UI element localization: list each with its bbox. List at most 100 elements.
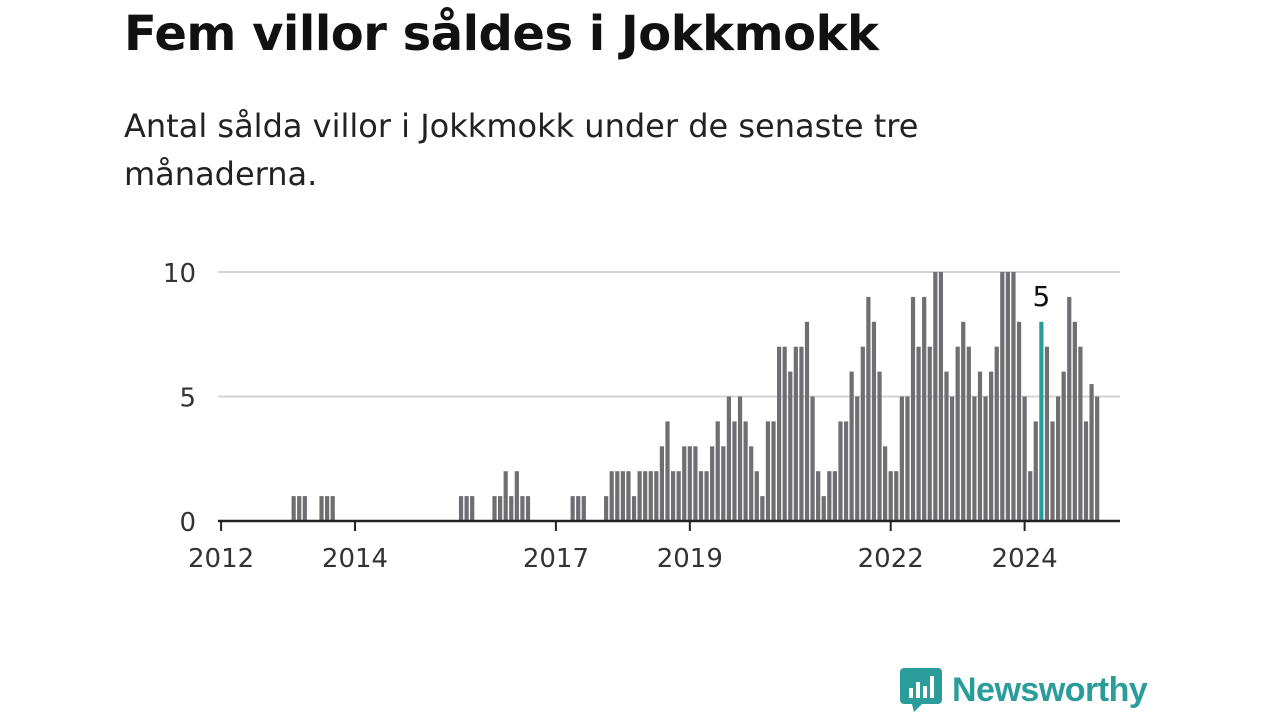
bar	[1095, 396, 1100, 521]
bar	[760, 496, 765, 521]
bar	[581, 496, 586, 521]
bar	[944, 371, 949, 521]
highlight-bar	[1039, 321, 1044, 521]
bar	[977, 371, 983, 521]
bar	[961, 321, 966, 521]
bar	[514, 471, 519, 521]
bar	[492, 496, 497, 521]
bar	[938, 272, 944, 521]
bar	[570, 496, 575, 521]
bar	[1067, 296, 1072, 521]
bar	[525, 496, 531, 521]
bar	[916, 346, 921, 521]
bar-chart: 0 5 10 2012 2014 2017 2019 2022 2024 5	[163, 259, 1120, 574]
bar	[604, 496, 609, 521]
x-tick-label: 2019	[657, 544, 723, 574]
bar	[788, 371, 793, 521]
bar	[810, 396, 815, 521]
bar	[849, 371, 854, 521]
bar	[1033, 421, 1038, 521]
bar	[765, 421, 771, 521]
bar	[866, 296, 871, 521]
bar	[955, 346, 960, 521]
bar	[659, 446, 665, 521]
x-tick-label: 2012	[188, 544, 254, 574]
newsworthy-logo: Newsworthy	[900, 668, 1148, 712]
bar	[782, 346, 787, 521]
highlight-data-label: 5	[1032, 280, 1050, 313]
bar	[905, 396, 910, 521]
bar	[509, 496, 514, 521]
bar	[1016, 321, 1022, 521]
bar	[871, 321, 877, 521]
bar	[631, 496, 637, 521]
bar	[754, 471, 759, 521]
bar	[710, 446, 715, 521]
bar	[737, 396, 743, 521]
x-tick-label: 2022	[858, 544, 924, 574]
bar	[1078, 346, 1083, 521]
brand-name: Newsworthy	[952, 670, 1148, 709]
chart-subtitle: Antal sålda villor i Jokkmokk under de s…	[124, 107, 919, 193]
bar	[1044, 346, 1050, 521]
bar	[1005, 272, 1010, 521]
bar	[989, 371, 994, 521]
bar	[804, 321, 810, 521]
bar	[827, 471, 832, 521]
bar	[643, 471, 648, 521]
bar	[458, 496, 464, 521]
bar	[637, 471, 642, 521]
bar	[793, 346, 798, 521]
bar	[670, 471, 676, 521]
x-tick-label: 2017	[523, 544, 589, 574]
bar	[302, 496, 307, 521]
bar	[325, 496, 330, 521]
bar	[1011, 272, 1016, 521]
bar	[860, 346, 865, 521]
bar	[1050, 421, 1055, 521]
bar	[470, 496, 475, 521]
bar	[1028, 471, 1033, 521]
bar	[855, 396, 860, 521]
bar	[648, 471, 653, 521]
bar	[464, 496, 469, 521]
bar	[620, 471, 625, 521]
bar	[291, 496, 296, 521]
y-tick-label: 10	[163, 259, 196, 289]
bar	[749, 446, 754, 521]
bar	[1056, 396, 1061, 521]
bar	[949, 396, 955, 521]
bar	[994, 346, 999, 521]
bar	[933, 272, 938, 521]
bar	[910, 296, 916, 521]
bar	[715, 421, 720, 521]
bar	[682, 446, 687, 521]
bar	[721, 446, 726, 521]
bar	[609, 471, 614, 521]
bar	[520, 496, 525, 521]
bar	[877, 371, 882, 521]
bar	[693, 446, 698, 521]
bar	[1022, 396, 1027, 521]
bar	[832, 471, 837, 521]
bar	[883, 446, 888, 521]
bar	[843, 421, 849, 521]
chart-title: Fem villor såldes i Jokkmokk	[124, 6, 879, 62]
bar	[899, 396, 904, 521]
bar	[687, 446, 692, 521]
bar	[1083, 421, 1089, 521]
y-tick-label: 0	[179, 508, 196, 538]
bar	[698, 471, 704, 521]
bar	[972, 396, 977, 521]
bar	[966, 346, 971, 521]
bar	[821, 496, 826, 521]
bar	[626, 471, 631, 521]
bar	[888, 471, 893, 521]
bar	[732, 421, 737, 521]
bar	[983, 396, 988, 521]
bar	[704, 471, 709, 521]
bar	[615, 471, 620, 521]
bar	[894, 471, 899, 521]
bar	[503, 471, 508, 521]
x-tick-label: 2024	[992, 544, 1058, 574]
